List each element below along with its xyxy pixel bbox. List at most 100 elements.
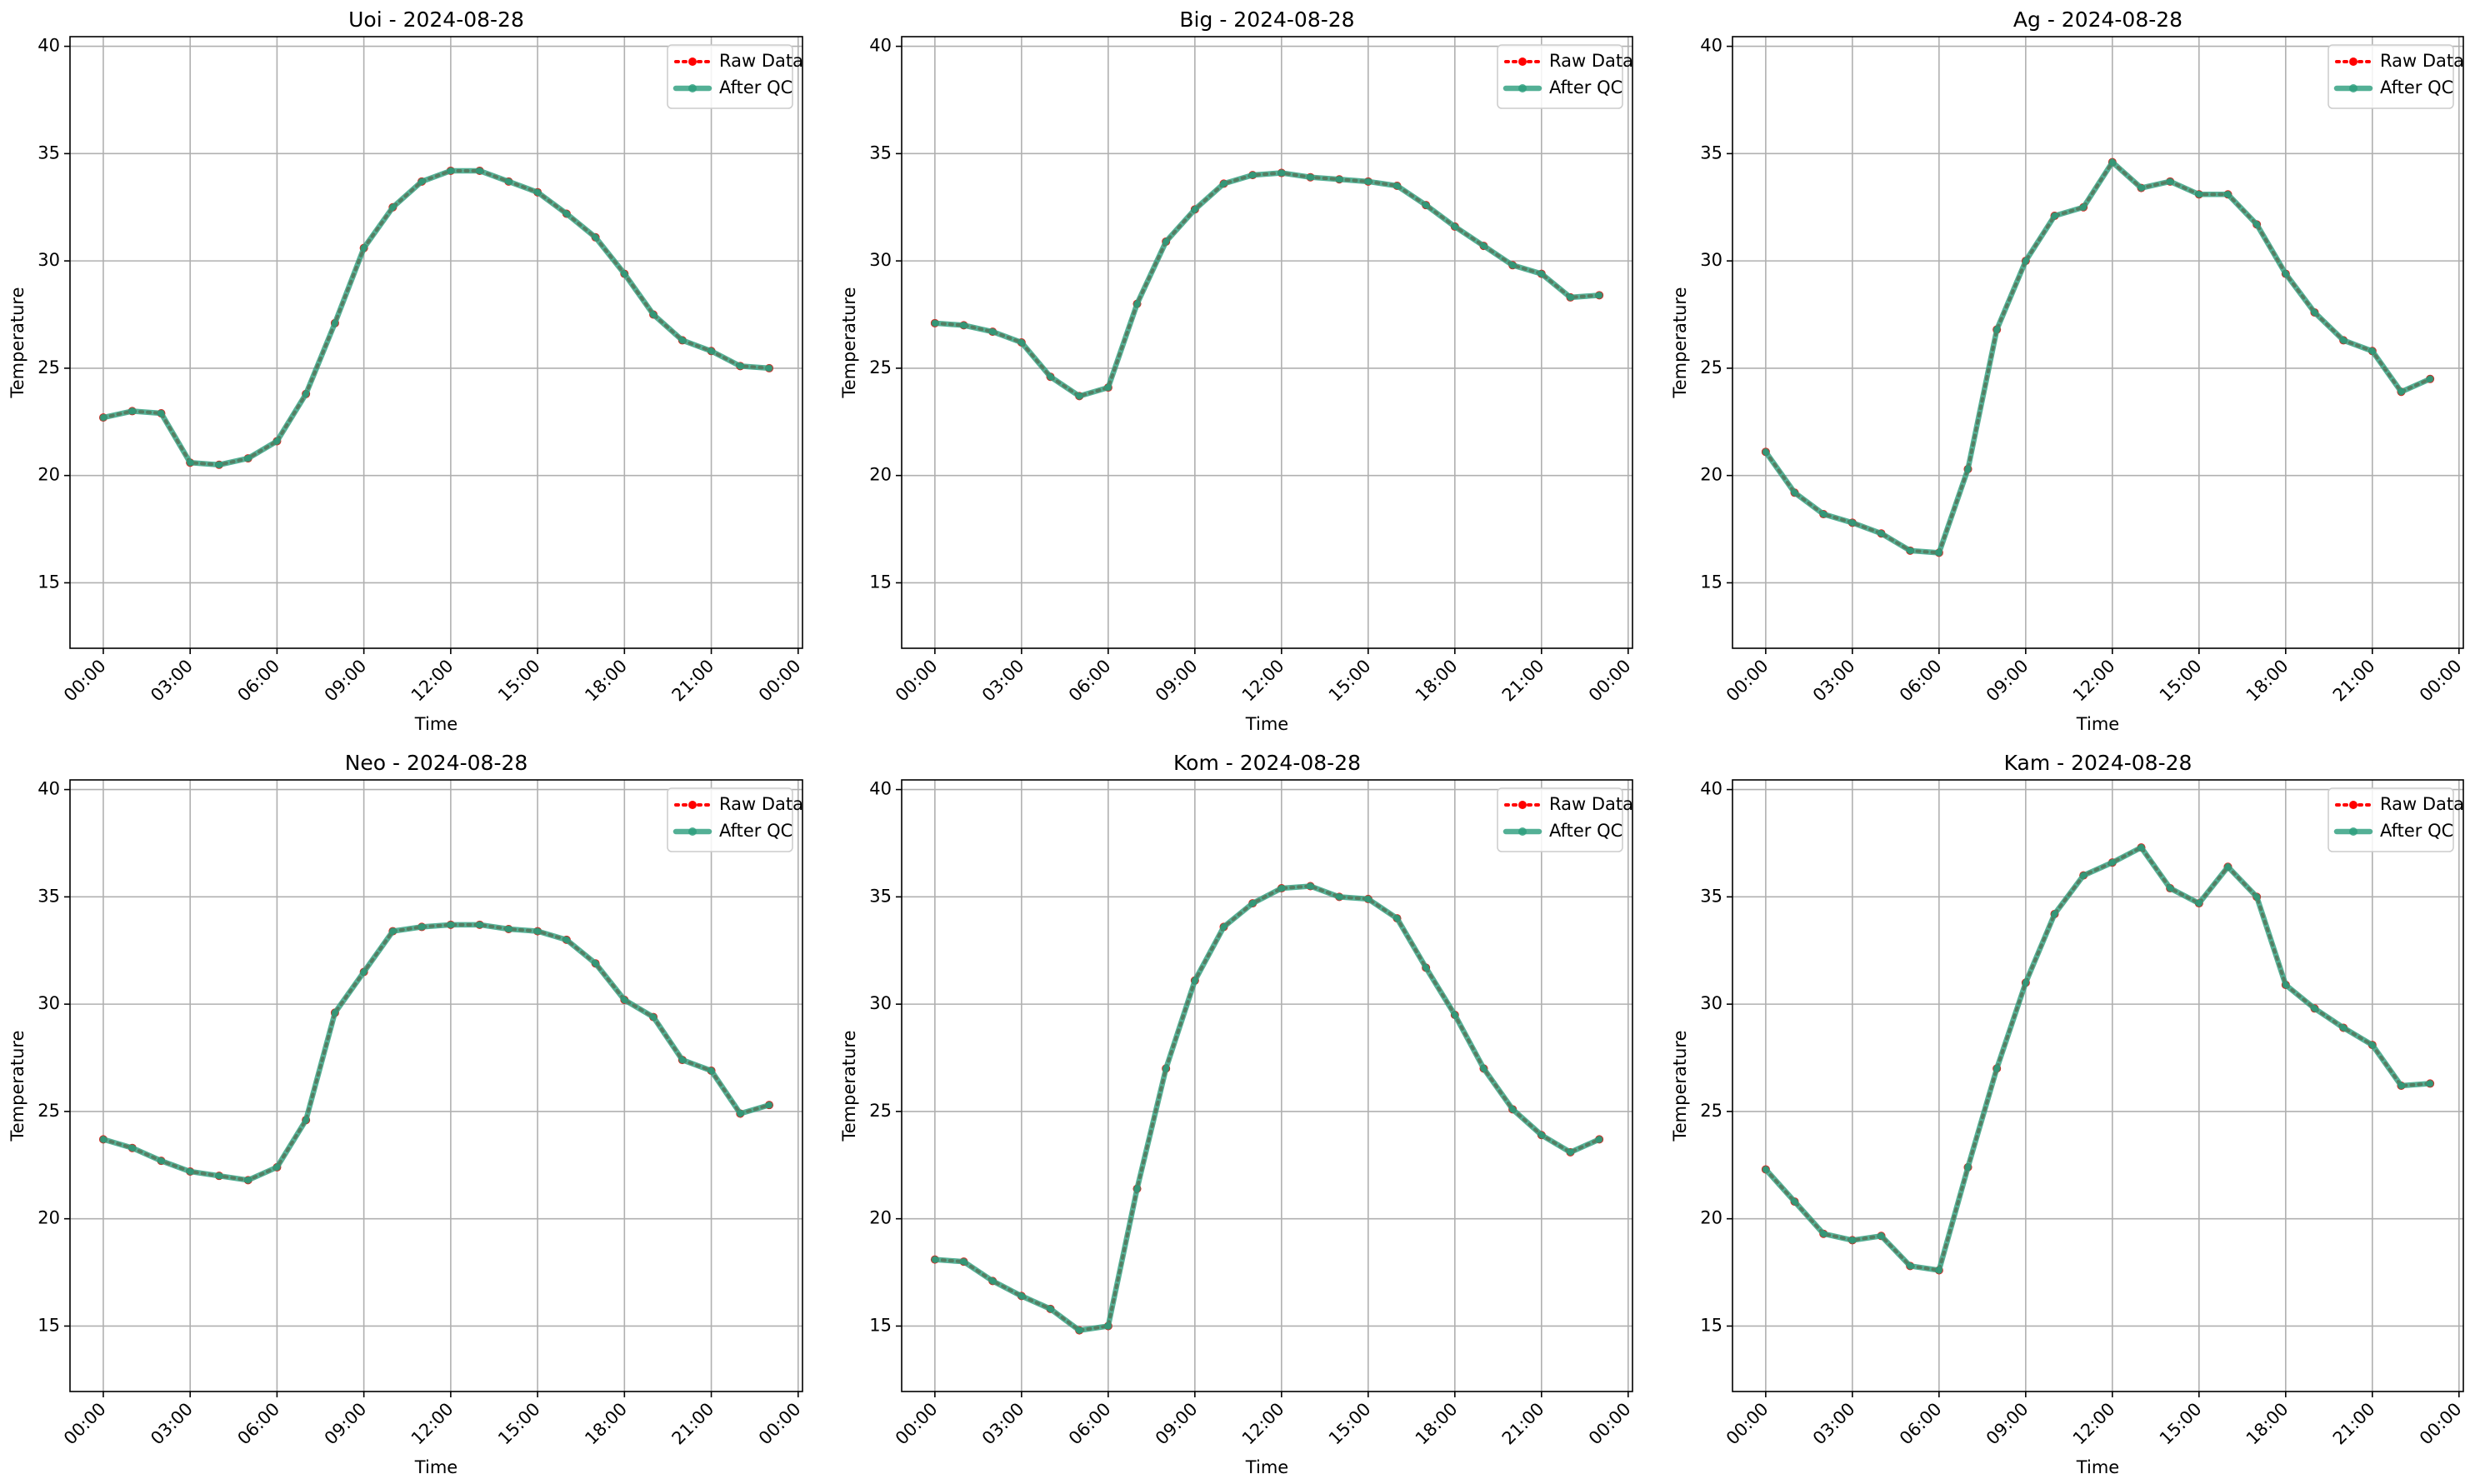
y-axis-label: Temperature bbox=[8, 1030, 28, 1142]
qc-marker bbox=[2223, 190, 2232, 198]
qc-marker bbox=[2137, 843, 2145, 852]
x-axis-label: Time bbox=[1245, 714, 1288, 734]
legend-label: After QC bbox=[719, 77, 792, 97]
qc-marker bbox=[476, 167, 484, 175]
qc-marker bbox=[960, 321, 968, 329]
qc-marker bbox=[1819, 1230, 1828, 1238]
qc-marker bbox=[2310, 1004, 2318, 1012]
y-tick-label: 20 bbox=[1700, 1208, 1722, 1228]
plot-frame bbox=[1732, 779, 2464, 1392]
qc-marker bbox=[620, 996, 628, 1004]
qc-marker bbox=[2397, 387, 2405, 396]
qc-marker bbox=[2282, 270, 2290, 278]
qc-marker bbox=[736, 362, 744, 370]
qc-marker bbox=[186, 1167, 194, 1176]
qc-marker bbox=[1566, 1148, 1574, 1157]
qc-marker bbox=[2426, 1079, 2434, 1087]
qc-marker bbox=[1392, 182, 1401, 190]
x-tick-label: 18:00 bbox=[581, 1399, 631, 1449]
qc-marker bbox=[1906, 1262, 1914, 1270]
x-tick-label: 09:00 bbox=[321, 1399, 371, 1449]
qc-marker bbox=[1595, 1135, 1603, 1143]
qc-marker bbox=[988, 1277, 997, 1285]
x-tick-label: 00:00 bbox=[2416, 1399, 2466, 1449]
qc-marker bbox=[1508, 1105, 1517, 1113]
qc-marker bbox=[765, 364, 773, 372]
qc-marker bbox=[2310, 308, 2318, 317]
y-tick-label: 25 bbox=[38, 1101, 60, 1121]
qc-marker bbox=[1992, 1064, 2001, 1072]
x-tick-label: 12:00 bbox=[408, 1399, 458, 1449]
y-axis-label: Temperature bbox=[839, 1030, 859, 1142]
y-tick-label: 30 bbox=[38, 993, 60, 1013]
y-tick-label: 20 bbox=[869, 1208, 892, 1228]
qc-marker bbox=[186, 458, 194, 467]
x-tick-label: 00:00 bbox=[755, 656, 805, 706]
qc-marker bbox=[765, 1101, 773, 1109]
x-tick-label: 09:00 bbox=[321, 656, 371, 706]
x-tick-label: 00:00 bbox=[755, 1399, 805, 1449]
qc-marker bbox=[562, 209, 571, 217]
qc-marker bbox=[2079, 872, 2088, 880]
qc-marker bbox=[2195, 899, 2203, 907]
y-tick-label: 40 bbox=[38, 36, 60, 56]
legend-marker bbox=[1518, 57, 1527, 66]
qc-marker bbox=[708, 347, 716, 355]
qc-marker bbox=[2051, 910, 2059, 918]
x-tick-label: 18:00 bbox=[2242, 1399, 2292, 1449]
legend-label: After QC bbox=[2380, 821, 2453, 841]
x-tick-label: 21:00 bbox=[668, 1399, 718, 1449]
y-tick-label: 30 bbox=[1700, 250, 1722, 270]
qc-marker bbox=[272, 1163, 281, 1172]
y-tick-label: 20 bbox=[1700, 465, 1722, 485]
y-tick-label: 30 bbox=[869, 250, 892, 270]
qc-marker bbox=[2339, 1023, 2348, 1032]
legend-marker bbox=[1518, 801, 1527, 809]
legend-marker bbox=[1518, 827, 1527, 836]
x-tick-label: 21:00 bbox=[2329, 1399, 2379, 1449]
chart-title: Ag - 2024-08-28 bbox=[2013, 7, 2182, 32]
legend: Raw Data After QC bbox=[1497, 787, 1633, 852]
legend-label: After QC bbox=[1549, 821, 1622, 841]
qc-marker bbox=[302, 390, 310, 398]
qc-marker bbox=[2282, 981, 2290, 989]
x-axis-label: Time bbox=[1245, 1457, 1288, 1477]
qc-marker bbox=[418, 177, 426, 186]
qc-marker bbox=[1335, 175, 1343, 183]
qc-marker bbox=[447, 921, 455, 929]
qc-marker bbox=[736, 1109, 744, 1117]
x-tick-label: 15:00 bbox=[494, 1399, 544, 1449]
plot-area bbox=[902, 780, 1632, 1392]
qc-marker bbox=[2166, 884, 2174, 892]
qc-marker bbox=[244, 454, 252, 462]
qc-marker bbox=[99, 1135, 108, 1143]
x-tick-label: 00:00 bbox=[60, 1399, 110, 1449]
chart-title: Uoi - 2024-08-28 bbox=[348, 7, 524, 32]
y-tick-label: 35 bbox=[869, 142, 892, 162]
plot-frame bbox=[901, 36, 1633, 649]
x-tick-label: 03:00 bbox=[1809, 656, 1859, 706]
x-tick-label: 00:00 bbox=[892, 1399, 942, 1449]
qc-marker bbox=[128, 1144, 137, 1152]
y-tick-label: 15 bbox=[1700, 572, 1722, 592]
qc-marker bbox=[1479, 242, 1488, 250]
qc-marker bbox=[1220, 179, 1228, 187]
y-tick-label: 35 bbox=[38, 886, 60, 906]
qc-marker bbox=[1479, 1064, 1488, 1072]
chart-title: Kam - 2024-08-28 bbox=[2004, 751, 2192, 775]
y-tick-label: 25 bbox=[869, 1101, 892, 1121]
legend-label: Raw Data bbox=[2380, 51, 2464, 71]
qc-marker bbox=[562, 936, 571, 944]
y-tick-label: 15 bbox=[38, 1315, 60, 1335]
qc-marker bbox=[1422, 201, 1430, 209]
x-tick-label: 15:00 bbox=[494, 656, 544, 706]
qc-marker bbox=[272, 437, 281, 445]
legend-marker bbox=[688, 57, 697, 66]
legend: Raw Data After QC bbox=[667, 787, 803, 852]
qc-marker bbox=[2166, 177, 2174, 186]
qc-marker bbox=[1191, 205, 1199, 213]
x-tick-label: 00:00 bbox=[1585, 1399, 1635, 1449]
qc-marker bbox=[1906, 547, 1914, 555]
x-tick-label: 15:00 bbox=[1325, 1399, 1375, 1449]
